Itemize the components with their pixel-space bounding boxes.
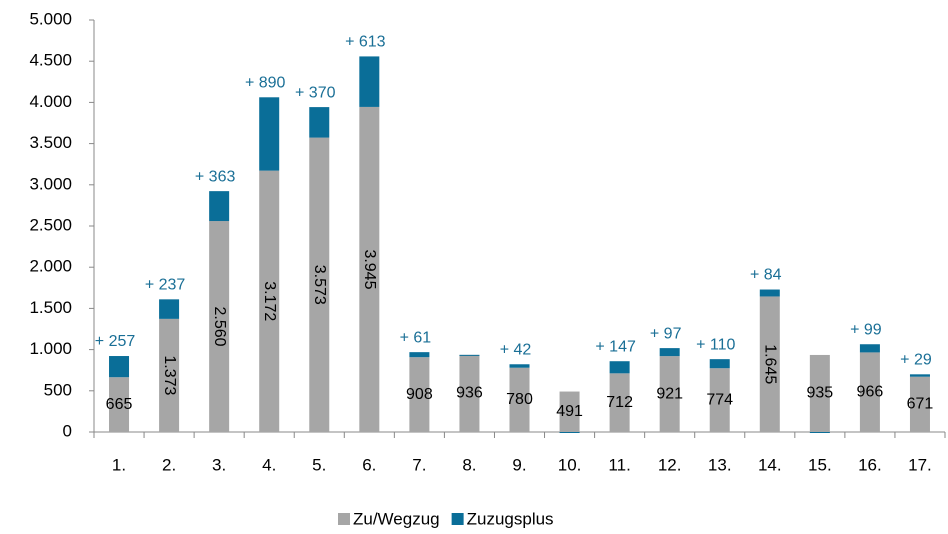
value-label: 774: [706, 391, 733, 408]
bar-segment: [859, 344, 880, 353]
bar-segment: [809, 432, 830, 433]
bar-segment: [109, 377, 130, 432]
y-tick-label: 3.500: [29, 133, 72, 152]
value-label: 3.573: [311, 265, 328, 305]
bar-segment: [659, 348, 680, 357]
value-label: + 613: [345, 34, 386, 51]
bar-segment: [359, 56, 380, 107]
bar-segment: [209, 191, 230, 222]
bar-segment: [259, 97, 280, 171]
y-tick-label: 500: [44, 380, 72, 399]
y-tick-label: 1.500: [29, 298, 72, 317]
x-tick-label: 4.: [262, 455, 276, 474]
x-tick-label: 5.: [312, 455, 326, 474]
value-label: + 97: [650, 325, 682, 342]
x-tick-label: 6.: [362, 455, 376, 474]
value-label: 1.373: [161, 355, 178, 395]
value-label: + 890: [245, 75, 286, 92]
bar-segment: [309, 107, 330, 138]
value-label: + 363: [195, 168, 236, 185]
value-label: 671: [907, 396, 934, 413]
value-label: 780: [506, 391, 533, 408]
x-tick-label: 12.: [658, 455, 682, 474]
x-tick-label: 7.: [412, 455, 426, 474]
value-label: 1.645: [762, 344, 779, 384]
value-label: 712: [606, 394, 633, 411]
value-label: 935: [807, 385, 834, 402]
bar-segment: [559, 391, 580, 432]
value-label: 3.945: [361, 249, 378, 289]
legend-label: Zuzugsplus: [467, 509, 554, 528]
y-tick-label: 2.500: [29, 215, 72, 234]
bar-segment: [709, 368, 730, 432]
value-label: + 110: [696, 336, 735, 353]
bar-segment: [909, 374, 930, 377]
value-label: + 61: [400, 329, 432, 346]
value-label: 665: [106, 396, 133, 413]
x-tick-label: 13.: [708, 455, 732, 474]
bar-segment: [259, 170, 280, 432]
bar-segment: [909, 376, 930, 432]
bar-segment: [309, 137, 330, 433]
bar-segment: [159, 318, 180, 432]
bar-segment: [859, 352, 880, 432]
bar-segment: [209, 221, 230, 432]
value-label: + 257: [95, 333, 136, 350]
legend-swatch: [338, 513, 350, 525]
x-tick-label: 8.: [462, 455, 476, 474]
bar-segment: [659, 356, 680, 432]
value-label: 2.560: [211, 307, 228, 347]
value-label: 966: [857, 383, 884, 400]
bar-segment: [459, 354, 480, 432]
x-tick-label: 16.: [858, 455, 882, 474]
x-tick-label: 10.: [558, 455, 582, 474]
bar-segment: [359, 106, 380, 432]
value-label: + 29: [900, 352, 932, 369]
y-tick-label: 5.000: [29, 9, 72, 28]
value-label: 3.172: [261, 281, 278, 321]
bar-segment: [559, 432, 580, 433]
bar-segment: [409, 352, 430, 358]
value-label: + 237: [145, 277, 186, 294]
x-tick-label: 9.: [512, 455, 526, 474]
x-tick-label: 15.: [808, 455, 832, 474]
y-tick-label: 4.500: [29, 51, 72, 70]
value-label: + 370: [295, 84, 336, 101]
bar-segment: [109, 356, 130, 378]
legend-label: Zu/Wegzug: [353, 509, 440, 528]
x-tick-label: 3.: [212, 455, 226, 474]
x-tick-label: 2.: [162, 455, 176, 474]
value-label: + 147: [595, 338, 636, 355]
bar-segment: [809, 354, 830, 432]
legend-swatch: [451, 513, 464, 525]
bar-segment: [759, 289, 780, 297]
x-tick-label: 1.: [112, 455, 126, 474]
bar-segment: [759, 296, 780, 432]
bar-segment: [159, 299, 180, 319]
bar-segment: [409, 357, 430, 432]
x-tick-label: 17.: [908, 455, 932, 474]
y-tick-label: 3.000: [29, 174, 72, 193]
value-label: + 42: [500, 341, 532, 358]
y-tick-label: 0: [63, 421, 72, 440]
bar-segment: [509, 364, 530, 368]
value-label: + 99: [850, 321, 882, 338]
y-tick-label: 4.000: [29, 92, 72, 111]
x-tick-label: 11.: [608, 455, 630, 474]
value-label: 491: [556, 403, 583, 420]
bar-segment: [509, 367, 530, 432]
value-label: 908: [406, 386, 433, 403]
bar-segment: [709, 359, 730, 369]
value-label: 936: [456, 385, 483, 402]
y-tick-label: 2.000: [29, 257, 72, 276]
y-tick-label: 1.000: [29, 339, 72, 358]
value-label: 921: [656, 385, 683, 402]
bar-segment: [459, 354, 480, 356]
x-tick-label: 14.: [758, 455, 782, 474]
value-label: + 84: [750, 267, 782, 284]
bar-segment: [609, 361, 630, 374]
bar-segment: [609, 373, 630, 432]
